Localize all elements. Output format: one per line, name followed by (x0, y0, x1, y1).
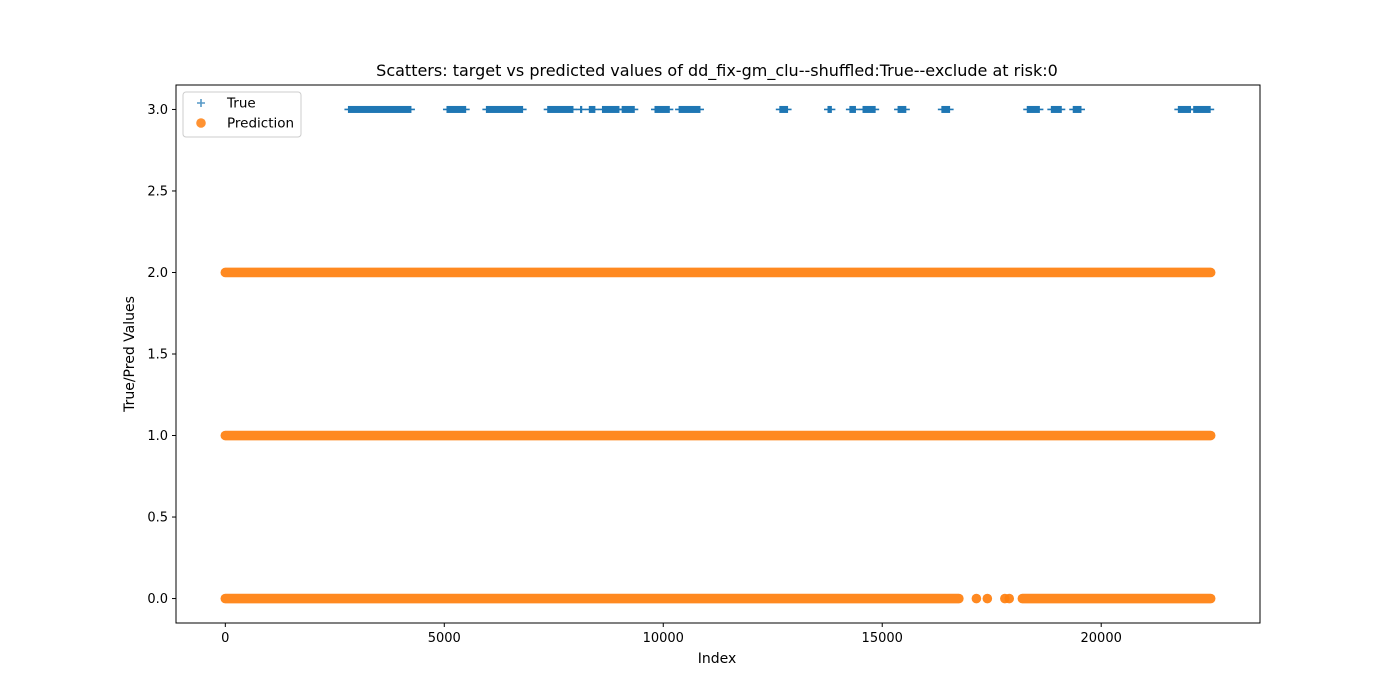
true-point-run (1072, 105, 1082, 113)
y-axis-label: True/Pred Values (122, 296, 138, 413)
y-tick-label: 2.5 (147, 184, 168, 199)
y-tick-label: 1.0 (147, 429, 168, 444)
true-point-run (446, 105, 467, 113)
series-prediction (220, 267, 1216, 604)
true-point-run (897, 105, 907, 113)
true-point-run (588, 105, 596, 113)
true-point-run (849, 105, 856, 113)
true-point-run (862, 105, 876, 113)
true-point-run (601, 105, 620, 113)
x-tick-label: 5000 (428, 631, 461, 646)
legend-true-marker (197, 99, 205, 107)
true-point-run (347, 105, 412, 113)
true-point-run (580, 105, 583, 113)
plot-area (220, 105, 1216, 604)
y-tick-label: 0.5 (147, 511, 168, 526)
true-point-run (621, 105, 635, 113)
prediction-point (971, 593, 982, 604)
prediction-point (982, 593, 993, 604)
y-tick-label: 3.0 (147, 103, 168, 118)
x-tick-label: 20000 (1081, 631, 1122, 646)
legend-true-label: True (226, 96, 256, 112)
legend-box (182, 91, 302, 138)
y-tick-label: 2.0 (147, 266, 168, 281)
legend-prediction-label: Prediction (227, 116, 294, 132)
true-point-run (547, 105, 574, 113)
chart-title: Scatters: target vs predicted values of … (376, 61, 1058, 81)
series-true (344, 105, 1215, 113)
true-point-run (1050, 105, 1062, 113)
prediction-point (1004, 593, 1015, 604)
true-point-run (1193, 105, 1211, 113)
legend-prediction-marker (196, 118, 206, 128)
true-point-run (941, 105, 951, 113)
y-tick-label: 1.5 (147, 348, 168, 363)
true-point-run (678, 105, 701, 113)
x-tick-label: 15000 (862, 631, 903, 646)
legend: True Prediction (182, 91, 302, 138)
true-point-run (1026, 105, 1040, 113)
x-axis-label: Index (698, 651, 737, 667)
true-point-run (827, 105, 832, 113)
x-tick-label: 0 (221, 631, 229, 646)
x-tick-label: 10000 (643, 631, 684, 646)
true-point-run (654, 105, 670, 113)
true-point-run (1177, 105, 1191, 113)
true-point-run (779, 105, 789, 113)
true-point-run (485, 105, 524, 113)
y-tick-label: 0.0 (147, 592, 168, 607)
axes: 0 5000 10000 15000 20000 0.0 0.5 1.0 1.5 2.0 2.5 3.… (147, 103, 1122, 646)
